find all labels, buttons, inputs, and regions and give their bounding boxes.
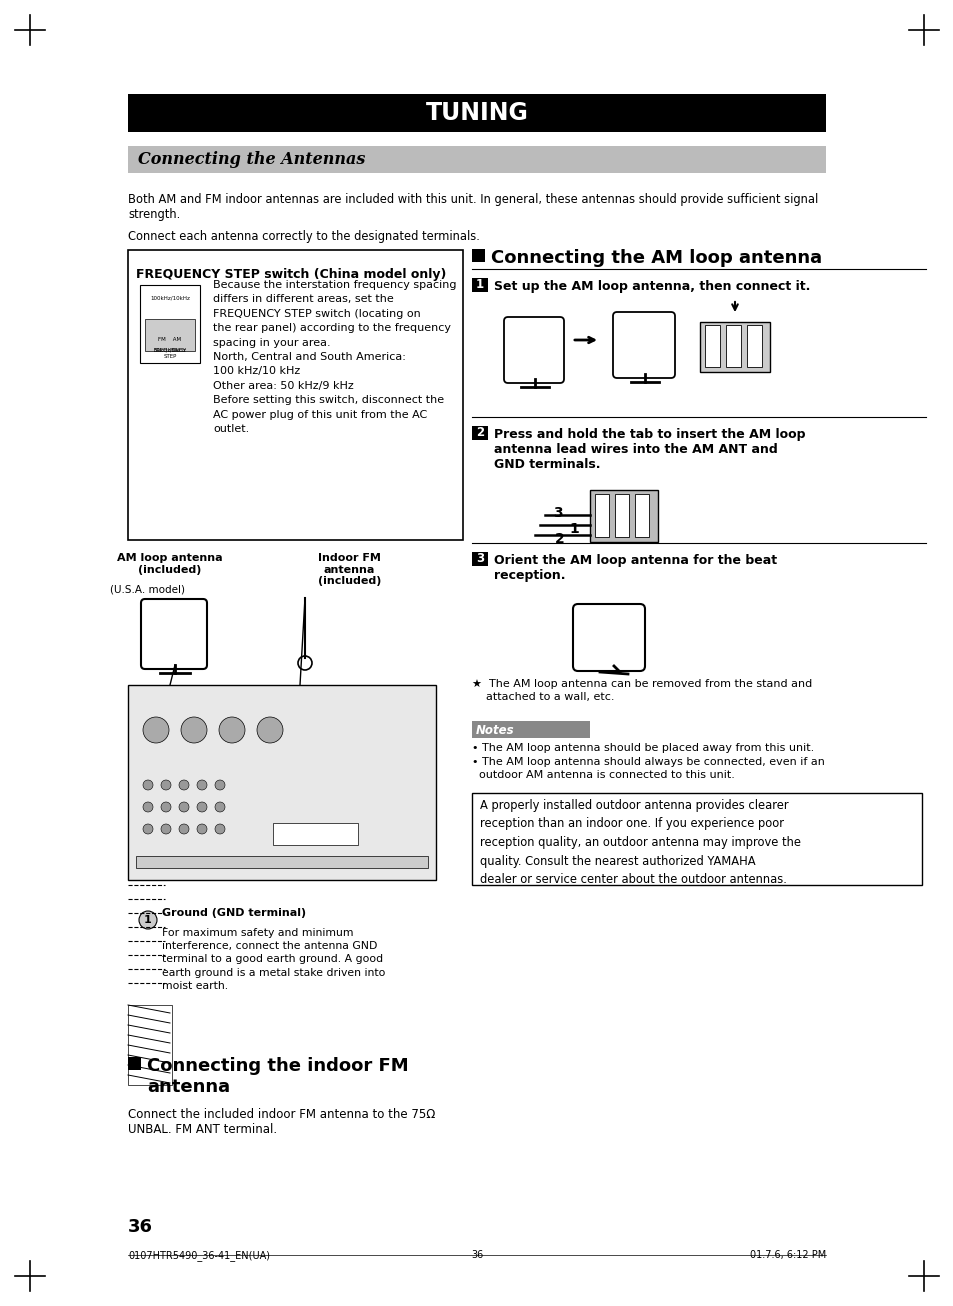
- FancyBboxPatch shape: [503, 317, 563, 383]
- Text: 0107HTR5490_36-41_EN(UA): 0107HTR5490_36-41_EN(UA): [128, 1250, 270, 1260]
- Circle shape: [161, 824, 171, 835]
- Bar: [472, 249, 484, 263]
- Circle shape: [219, 717, 245, 743]
- Bar: [472, 426, 488, 440]
- Circle shape: [161, 780, 171, 790]
- Text: 1: 1: [476, 278, 483, 291]
- Bar: [595, 494, 608, 537]
- Bar: [725, 325, 740, 367]
- Text: TUNING: TUNING: [425, 101, 528, 125]
- Bar: [145, 319, 194, 351]
- Circle shape: [181, 717, 207, 743]
- Bar: [704, 325, 720, 367]
- Bar: [472, 721, 589, 738]
- Text: Both AM and FM indoor antennas are included with this unit. In general, these an: Both AM and FM indoor antennas are inclu…: [128, 193, 818, 221]
- Bar: [615, 494, 628, 537]
- Circle shape: [143, 780, 152, 790]
- Circle shape: [161, 802, 171, 812]
- Text: FREQUENCY
STEP: FREQUENCY STEP: [153, 347, 186, 359]
- Text: 3: 3: [476, 552, 483, 565]
- Text: • The AM loop antenna should be placed away from this unit.: • The AM loop antenna should be placed a…: [472, 743, 814, 754]
- Bar: [128, 1057, 141, 1070]
- Circle shape: [214, 824, 225, 835]
- Circle shape: [179, 780, 189, 790]
- Circle shape: [179, 802, 189, 812]
- Text: For maximum safety and minimum
interference, connect the antenna GND
terminal to: For maximum safety and minimum interfere…: [162, 929, 385, 991]
- Text: ★  The AM loop antenna can be removed from the stand and
    attached to a wall,: ★ The AM loop antenna can be removed fro…: [472, 679, 811, 703]
- Circle shape: [297, 656, 312, 670]
- Text: 01.7.6, 6:12 PM: 01.7.6, 6:12 PM: [749, 1250, 825, 1260]
- Text: 2: 2: [555, 532, 564, 546]
- Text: Set up the AM loop antenna, then connect it.: Set up the AM loop antenna, then connect…: [494, 279, 809, 293]
- Circle shape: [196, 802, 207, 812]
- Bar: [128, 146, 825, 172]
- Text: 36: 36: [128, 1218, 152, 1235]
- Text: Orient the AM loop antenna for the beat
reception.: Orient the AM loop antenna for the beat …: [494, 554, 777, 582]
- Text: 50kHz/9kHz: 50kHz/9kHz: [153, 347, 186, 353]
- Bar: [589, 490, 658, 542]
- Text: Connect each antenna correctly to the designated terminals.: Connect each antenna correctly to the de…: [128, 230, 479, 243]
- FancyBboxPatch shape: [573, 603, 644, 671]
- Circle shape: [143, 802, 152, 812]
- Bar: [136, 855, 428, 868]
- Circle shape: [143, 717, 169, 743]
- Circle shape: [143, 824, 152, 835]
- Bar: [140, 285, 200, 363]
- Text: 100kHz/10kHz: 100kHz/10kHz: [150, 295, 190, 300]
- Text: (U.S.A. model): (U.S.A. model): [111, 585, 185, 596]
- Text: Connecting the AM loop antenna: Connecting the AM loop antenna: [491, 249, 821, 266]
- Circle shape: [214, 780, 225, 790]
- Bar: [472, 552, 488, 565]
- Bar: [746, 325, 761, 367]
- Bar: [128, 1006, 172, 1085]
- Text: FM    AM: FM AM: [158, 337, 181, 342]
- Text: • The AM loop antenna should always be connected, even if an
  outdoor AM antenn: • The AM loop antenna should always be c…: [472, 757, 824, 780]
- Bar: [472, 793, 921, 885]
- Circle shape: [214, 802, 225, 812]
- Text: Press and hold the tab to insert the AM loop
antenna lead wires into the AM ANT : Press and hold the tab to insert the AM …: [494, 428, 804, 471]
- Circle shape: [196, 824, 207, 835]
- Circle shape: [196, 780, 207, 790]
- Bar: [700, 323, 769, 372]
- FancyBboxPatch shape: [141, 599, 207, 669]
- Bar: [128, 686, 436, 880]
- Text: 2: 2: [476, 427, 483, 440]
- Text: Connect the included indoor FM antenna to the 75Ω
UNBAL. FM ANT terminal.: Connect the included indoor FM antenna t…: [128, 1107, 435, 1136]
- Text: Because the interstation frequency spacing
differs in different areas, set the
F: Because the interstation frequency spaci…: [213, 279, 456, 434]
- Text: 1: 1: [144, 916, 152, 925]
- Circle shape: [256, 717, 283, 743]
- Text: AM loop antenna
(included): AM loop antenna (included): [117, 552, 223, 575]
- Bar: [273, 823, 357, 845]
- Text: Indoor FM
antenna
(included): Indoor FM antenna (included): [317, 552, 381, 586]
- Text: Connecting the Antennas: Connecting the Antennas: [138, 151, 365, 168]
- Text: FREQUENCY STEP switch (China model only): FREQUENCY STEP switch (China model only): [136, 268, 446, 281]
- Text: Ground (GND terminal): Ground (GND terminal): [162, 908, 306, 918]
- FancyBboxPatch shape: [613, 312, 675, 377]
- Text: Connecting the indoor FM
antenna: Connecting the indoor FM antenna: [147, 1057, 408, 1096]
- Bar: [472, 278, 488, 293]
- Text: 36: 36: [471, 1250, 482, 1260]
- Text: 3: 3: [553, 505, 562, 520]
- Text: 1: 1: [569, 522, 578, 535]
- Text: A properly installed outdoor antenna provides clearer
reception than an indoor o: A properly installed outdoor antenna pro…: [479, 799, 801, 885]
- Bar: [128, 249, 462, 539]
- Text: Notes: Notes: [476, 724, 514, 737]
- Circle shape: [179, 824, 189, 835]
- Bar: [635, 494, 648, 537]
- Circle shape: [139, 912, 157, 929]
- Bar: [128, 94, 825, 132]
